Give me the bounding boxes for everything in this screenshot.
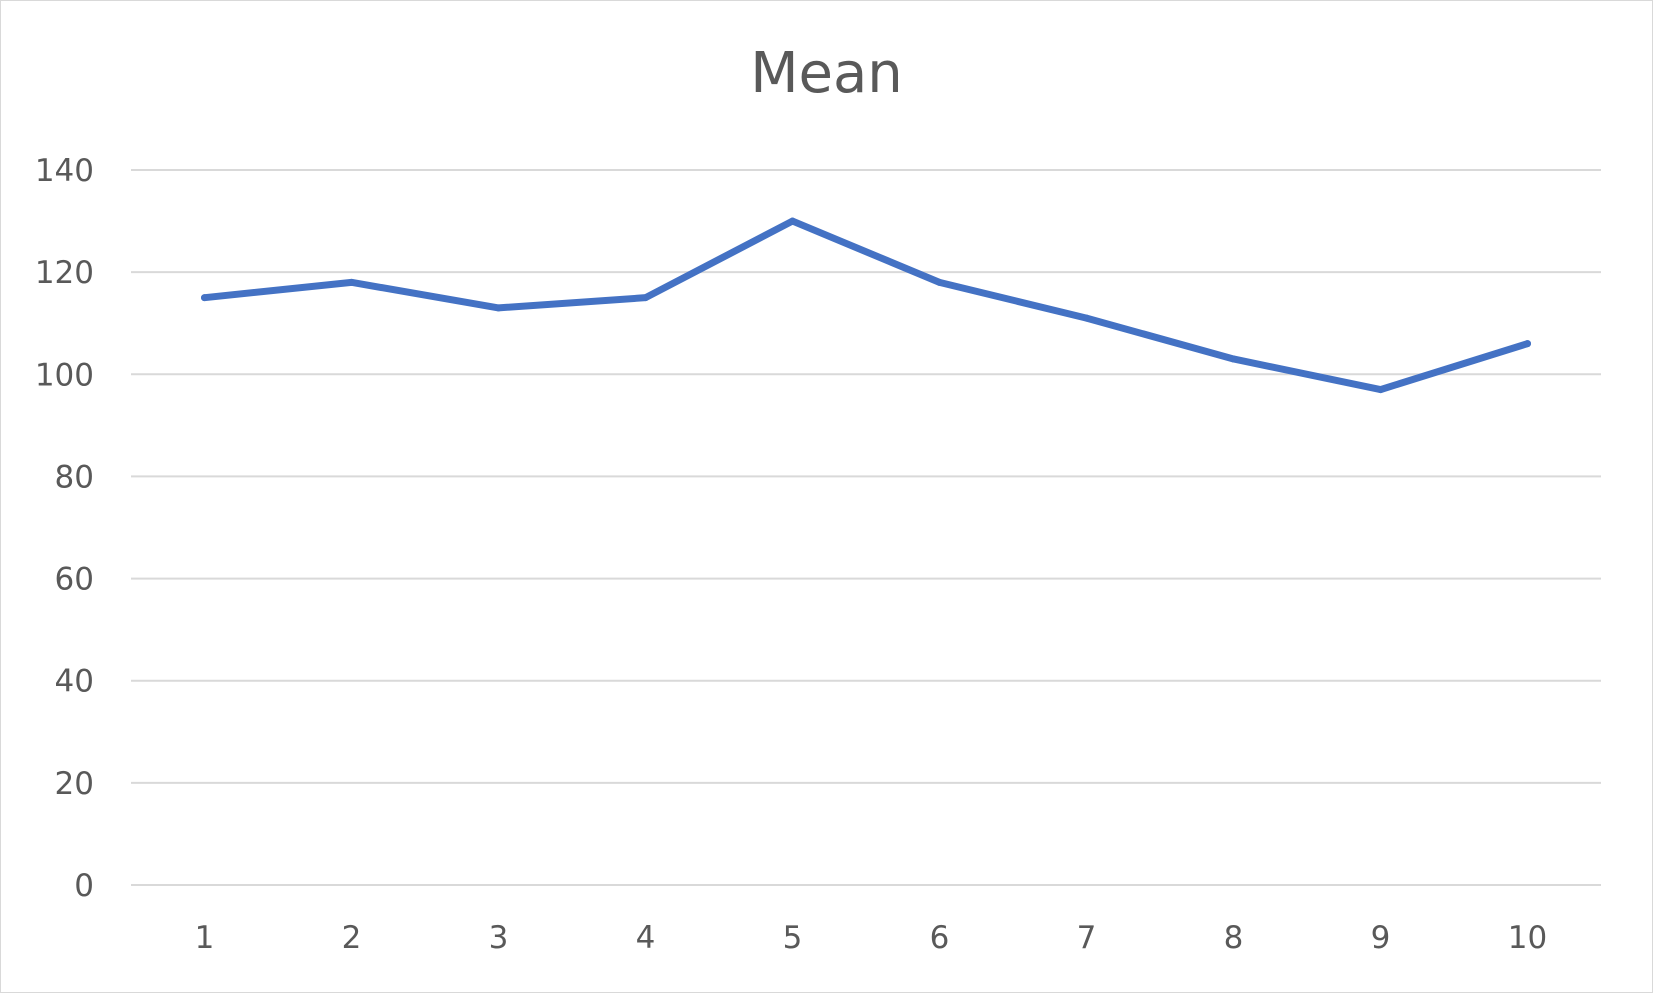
x-tick-label: 4 [636,920,656,956]
x-axis-tick-labels: 1 2 3 4 5 6 7 8 9 10 [195,920,1548,956]
y-tick-label: 100 [35,357,94,393]
y-tick-label: 40 [55,664,94,700]
y-tick-label: 140 [35,153,94,189]
x-tick-label: 8 [1224,920,1244,956]
x-tick-label: 3 [489,920,509,956]
data-point [642,294,649,302]
x-tick-label: 9 [1371,920,1391,956]
y-tick-label: 60 [55,562,94,598]
x-tick-label: 2 [342,920,362,956]
x-tick-label: 7 [1077,920,1097,956]
y-tick-label: 20 [55,766,94,802]
data-point [495,304,502,312]
data-point [1377,386,1384,394]
x-tick-label: 10 [1508,920,1547,956]
series-line [201,217,1531,394]
data-point [936,278,943,286]
data-point [348,278,355,286]
y-tick-label: 0 [74,868,94,904]
series-group [201,217,1531,394]
y-tick-label: 80 [55,459,94,495]
x-tick-label: 1 [195,920,215,956]
data-point [789,217,796,225]
y-axis-tick-labels: 0 20 40 60 80 100 120 140 [35,153,94,904]
x-tick-label: 5 [783,920,803,956]
data-point [1230,355,1237,363]
chart-title: Mean [750,41,903,106]
data-point [201,294,208,302]
x-tick-label: 6 [930,920,950,956]
y-tick-label: 120 [35,255,94,291]
data-point [1524,340,1531,348]
data-point [1083,314,1090,322]
gridlines [131,169,1601,886]
